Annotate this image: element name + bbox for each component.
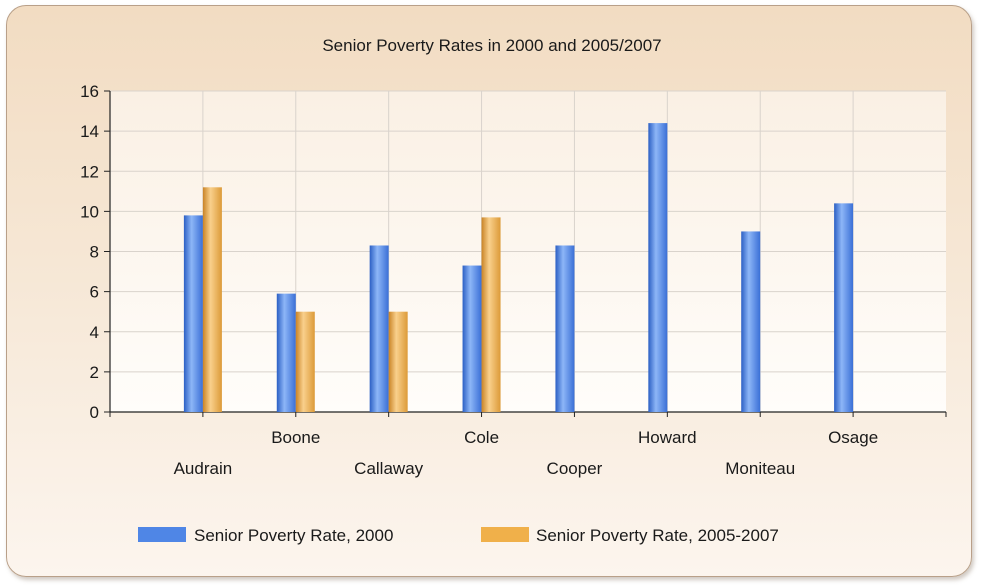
- category-label: Osage: [828, 428, 878, 447]
- chart-title: Senior Poverty Rates in 2000 and 2005/20…: [322, 36, 661, 55]
- y-tick-label: 4: [90, 323, 99, 342]
- y-tick-label: 0: [90, 403, 99, 422]
- category-labels: Audrain Boone Callaway Cole Cooper Howard Moni…: [174, 428, 879, 478]
- y-tick-label: 12: [80, 162, 99, 181]
- legend-label: Senior Poverty Rate, 2005-2007: [536, 526, 779, 545]
- axes: [104, 90, 947, 417]
- bar-senior-poverty-2000-callaway: [369, 245, 389, 412]
- category-label: Cole: [464, 428, 499, 447]
- category-label: Howard: [638, 428, 697, 447]
- category-label: Moniteau: [725, 459, 795, 478]
- bar-senior-poverty-2005-2007-cole: [481, 217, 501, 412]
- y-tick-label: 10: [80, 202, 99, 221]
- bar-senior-poverty-2000-moniteau: [741, 231, 761, 412]
- category-label: Cooper: [547, 459, 603, 478]
- bar-senior-poverty-2000-cooper: [555, 245, 575, 412]
- bars: [183, 123, 854, 412]
- category-label: Callaway: [354, 459, 423, 478]
- y-tick-label: 2: [90, 363, 99, 382]
- bar-senior-poverty-2005-2007-boone: [295, 311, 315, 412]
- bar-senior-poverty-2005-2007-callaway: [388, 311, 408, 412]
- legend-swatch-senior-poverty-2000: [138, 527, 186, 542]
- y-tick-label: 16: [80, 82, 99, 101]
- bar-senior-poverty-2000-osage: [834, 203, 854, 412]
- y-tick-label: 6: [90, 283, 99, 302]
- legend-label: Senior Poverty Rate, 2000: [194, 526, 393, 545]
- category-label: Boone: [271, 428, 320, 447]
- bar-senior-poverty-2000-cole: [462, 265, 482, 412]
- bar-senior-poverty-2000-boone: [276, 293, 296, 412]
- bar-senior-poverty-2000-howard: [648, 123, 668, 412]
- bar-senior-poverty-2005-2007-audrain: [202, 187, 222, 412]
- y-tick-labels: 0 2 4 6 8 10 12 14 16: [80, 82, 99, 422]
- legend-swatch-senior-poverty-2005-2007: [481, 527, 529, 542]
- bar-senior-poverty-2000-audrain: [183, 215, 203, 412]
- y-tick-label: 14: [80, 122, 99, 141]
- y-tick-label: 8: [90, 243, 99, 262]
- legend: Senior Poverty Rate, 2000 Senior Poverty …: [138, 526, 779, 545]
- category-label: Audrain: [174, 459, 233, 478]
